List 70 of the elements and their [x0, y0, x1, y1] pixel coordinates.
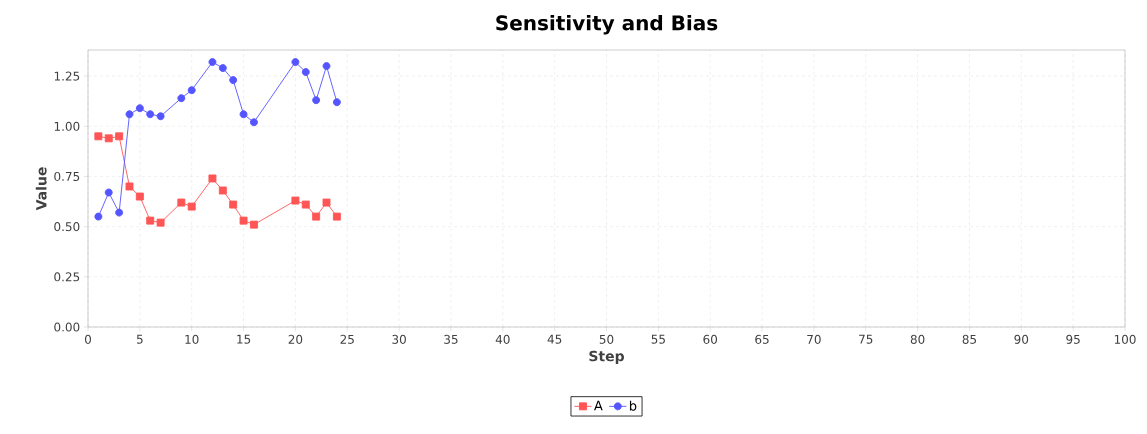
point	[94, 132, 103, 141]
x-tick-label: 80	[910, 334, 925, 344]
point	[104, 134, 113, 143]
point	[291, 58, 300, 66]
point	[115, 208, 124, 217]
point	[301, 68, 310, 77]
point	[322, 198, 331, 207]
x-tick-label: 30	[392, 334, 406, 344]
point	[312, 96, 321, 105]
x-tick-label: 65	[755, 334, 769, 344]
legend-label: b	[629, 400, 637, 411]
x-tick-label: 50	[599, 334, 614, 344]
y-tick-label: 0.25	[54, 272, 80, 282]
x-tick-label: 40	[495, 334, 510, 344]
x-tick-label: 15	[237, 334, 251, 344]
x-tick-label: 100	[1114, 334, 1136, 344]
point	[332, 98, 341, 107]
point	[177, 94, 186, 103]
legend-label: A	[594, 400, 603, 411]
x-tick-label: 5	[136, 334, 143, 344]
point	[135, 104, 144, 113]
point	[94, 212, 103, 221]
point	[156, 112, 165, 121]
chart-title: Sensitivity and Bias	[496, 14, 718, 35]
y-tick-label: 0.50	[54, 222, 80, 232]
x-tick-label: 55	[651, 334, 665, 344]
y-tick-label: 1.25	[54, 71, 80, 81]
y-tick-label: 0.75	[54, 171, 80, 181]
y-tick-label: 0.00	[54, 322, 80, 332]
point	[312, 212, 321, 221]
x-tick-label: 75	[859, 334, 873, 344]
point	[249, 220, 258, 229]
point	[146, 110, 155, 119]
point	[115, 132, 124, 141]
point	[187, 202, 196, 211]
point	[249, 118, 258, 127]
x-tick-label: 60	[703, 334, 718, 344]
point	[322, 62, 331, 71]
y-tick-label: 1.00	[54, 121, 80, 131]
point	[156, 218, 165, 227]
x-tick-label: 90	[1014, 334, 1029, 344]
point	[218, 64, 227, 73]
x-tick-label: 70	[807, 334, 821, 344]
point	[208, 174, 217, 183]
point	[301, 200, 310, 209]
x-tick-label: 25	[340, 334, 354, 344]
point	[332, 212, 341, 221]
x-tick-label: 85	[962, 334, 977, 344]
x-tick-label: 0	[84, 334, 92, 344]
point	[135, 192, 144, 201]
point	[187, 86, 196, 95]
point	[229, 76, 238, 85]
x-axis-title: Step	[589, 350, 625, 365]
point	[239, 110, 248, 119]
point	[125, 110, 134, 119]
x-tick-label: 45	[547, 334, 562, 344]
point	[146, 216, 155, 225]
x-tick-label: 35	[444, 334, 458, 344]
point	[104, 188, 113, 197]
point	[291, 196, 300, 205]
point	[239, 216, 248, 225]
point	[229, 200, 238, 209]
x-tick-label: 95	[1066, 334, 1080, 344]
x-tick-label: 10	[185, 334, 199, 344]
x-tick-label: 20	[288, 334, 303, 344]
point	[177, 198, 186, 207]
point	[208, 58, 217, 66]
point	[125, 182, 134, 191]
y-axis-title: Value	[35, 167, 47, 211]
point	[218, 186, 227, 195]
